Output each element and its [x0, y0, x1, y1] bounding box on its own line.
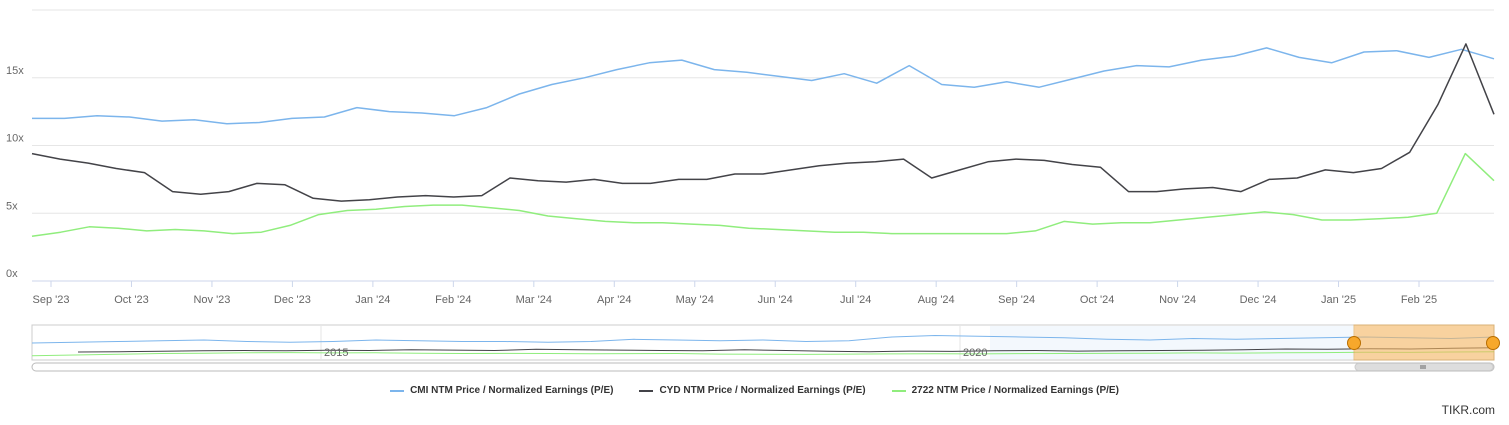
navigator-line-cmi [31, 334, 1495, 344]
legend-label-cmi: CMI NTM Price / Normalized Earnings (P/E… [410, 385, 614, 396]
x-tick-label: Sep '24 [998, 294, 1035, 306]
navigator-shade [990, 326, 1354, 359]
credit-text: TIKR.com [1441, 403, 1495, 417]
y-axis-ticks: 0x 5x 10x 15x [6, 65, 24, 280]
scrollbar[interactable] [31, 362, 1495, 372]
x-tick-label: Jul '24 [840, 294, 871, 306]
legend-swatch-cyd [639, 389, 654, 392]
navigator-label-2015: 2015 [324, 347, 348, 359]
series-line-cmi[interactable] [32, 47, 1495, 125]
y-tick-label: 0x [6, 268, 18, 280]
x-tick-label: Dec '24 [1240, 294, 1277, 306]
navigator-handle-left[interactable] [1347, 336, 1361, 350]
navigator[interactable]: 2015 2020 [31, 324, 1500, 361]
x-tick-label: Mar '24 [516, 294, 552, 306]
y-tick-label: 5x [6, 200, 18, 212]
x-tick-label: Aug '24 [918, 294, 955, 306]
legend-swatch-2722 [891, 389, 906, 392]
x-tick-label: Oct '23 [114, 294, 149, 306]
navigator-line-2722 [31, 351, 1495, 357]
legend-item-cmi[interactable]: CMI NTM Price / Normalized Earnings (P/E… [390, 385, 613, 396]
x-tick-label: Sep '23 [33, 294, 70, 306]
x-tick-label: Oct '24 [1080, 294, 1115, 306]
x-tick-label: Feb '24 [435, 294, 471, 306]
navigator-line-cyd [77, 347, 1495, 353]
x-axis-ticks: Sep '23 Oct '23 Nov '23 Dec '23 Jan '24 Feb '… [33, 281, 1437, 306]
navigator-series [31, 334, 1495, 357]
pe-chart: 0x 5x 10x 15x Sep '23 Oct '23 Nov '23 Dec '23 J… [6, 9, 1500, 372]
x-tick-label: Jan '25 [1321, 294, 1356, 306]
legend: CMI NTM Price / Normalized Earnings (P/E… [0, 385, 1509, 396]
scrollbar-track[interactable] [31, 362, 1495, 372]
x-tick-label: Apr '24 [597, 294, 632, 306]
series-line-cyd[interactable] [31, 43, 1495, 202]
y-tick-label: 15x [6, 65, 24, 77]
scrollbar-thumb[interactable] [1354, 363, 1494, 371]
x-tick-label: May '24 [676, 294, 714, 306]
x-tick-label: Jan '24 [355, 294, 390, 306]
series-line-2722[interactable] [31, 152, 1495, 238]
x-tick-label: Nov '24 [1159, 294, 1196, 306]
grid-lines [32, 9, 1494, 214]
x-tick-label: Nov '23 [193, 294, 230, 306]
legend-swatch-cmi [390, 389, 405, 392]
y-tick-label: 10x [6, 133, 24, 145]
legend-label-2722: 2722 NTM Price / Normalized Earnings (P/… [911, 385, 1119, 396]
legend-item-2722[interactable]: 2722 NTM Price / Normalized Earnings (P/… [891, 385, 1119, 396]
series-lines [31, 43, 1495, 238]
x-tick-label: Dec '23 [274, 294, 311, 306]
navigator-selected-range[interactable] [1353, 324, 1495, 361]
x-tick-label: Jun '24 [758, 294, 793, 306]
x-tick-label: Feb '25 [1401, 294, 1437, 306]
legend-label-cyd: CYD NTM Price / Normalized Earnings (P/E… [659, 385, 866, 396]
navigator-handle-right[interactable] [1486, 336, 1500, 350]
navigator-label-2020: 2020 [963, 347, 987, 359]
legend-item-cyd[interactable]: CYD NTM Price / Normalized Earnings (P/E… [639, 385, 866, 396]
